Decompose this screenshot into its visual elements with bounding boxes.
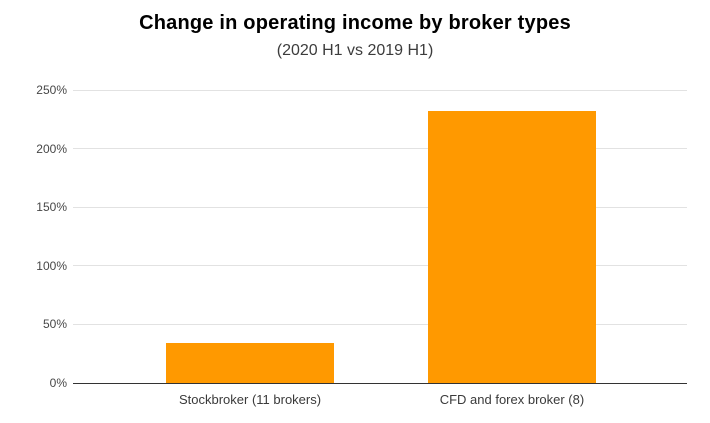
y-axis-tick-label: 250% — [36, 83, 67, 97]
chart-subtitle: (2020 H1 vs 2019 H1) — [276, 42, 434, 59]
chart-header: Change in operating income by broker typ… — [0, 12, 710, 60]
x-axis-category-label: Stockbroker (11 brokers) — [178, 392, 322, 407]
y-axis-tick-label: 50% — [42, 317, 67, 332]
gridline — [73, 323, 687, 325]
bar-cfd-forex-broker — [427, 111, 597, 383]
y-axis-tick-label: 100% — [36, 258, 67, 273]
x-axis-category-label: CFD and forex broker (8) — [439, 392, 585, 407]
plot-area: 0% 50% 100% 150% 200% 250% Stockbroker (11 bro… — [36, 83, 687, 407]
y-axis-tick-label: 200% — [36, 141, 67, 156]
gridline — [73, 89, 687, 91]
bar-stockbroker — [165, 343, 335, 383]
y-axis-tick-label: 0% — [49, 376, 67, 390]
gridline — [73, 265, 687, 267]
chart-title: Change in operating income by broker typ… — [139, 12, 571, 34]
gridline — [73, 148, 687, 150]
y-axis-tick-label: 150% — [36, 200, 67, 215]
x-axis-baseline — [73, 382, 687, 384]
gridline — [73, 206, 687, 208]
